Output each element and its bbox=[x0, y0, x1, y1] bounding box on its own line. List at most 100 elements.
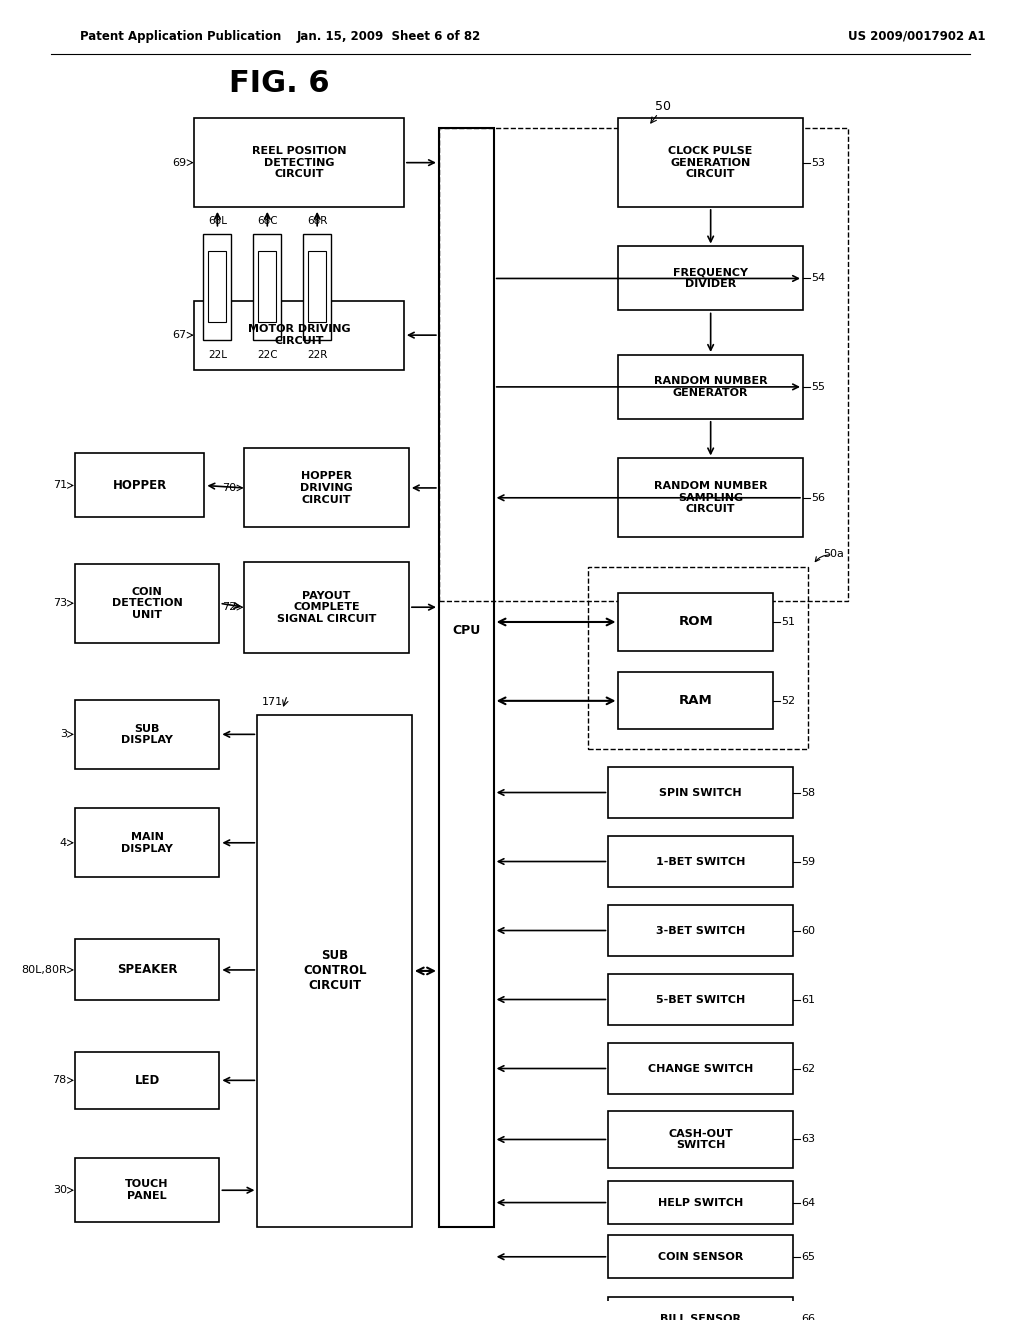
Text: 30: 30 bbox=[53, 1185, 67, 1195]
FancyBboxPatch shape bbox=[608, 974, 793, 1026]
Text: 64: 64 bbox=[801, 1197, 815, 1208]
FancyBboxPatch shape bbox=[245, 562, 409, 652]
Text: 53: 53 bbox=[811, 157, 825, 168]
FancyBboxPatch shape bbox=[618, 594, 773, 651]
FancyBboxPatch shape bbox=[608, 767, 793, 818]
FancyBboxPatch shape bbox=[608, 906, 793, 956]
Text: BILL SENSOR: BILL SENSOR bbox=[660, 1313, 741, 1320]
FancyBboxPatch shape bbox=[75, 454, 205, 517]
FancyBboxPatch shape bbox=[618, 355, 803, 418]
Text: 4: 4 bbox=[59, 838, 67, 847]
Text: SUB
DISPLAY: SUB DISPLAY bbox=[121, 723, 173, 746]
Text: CHANGE SWITCH: CHANGE SWITCH bbox=[648, 1064, 754, 1073]
Text: 22L: 22L bbox=[208, 350, 227, 360]
Text: 60: 60 bbox=[801, 925, 815, 936]
FancyBboxPatch shape bbox=[608, 1236, 793, 1279]
FancyBboxPatch shape bbox=[303, 234, 331, 341]
Text: COIN
DETECTION
UNIT: COIN DETECTION UNIT bbox=[112, 586, 182, 620]
Text: HOPPER
DRIVING
CIRCUIT: HOPPER DRIVING CIRCUIT bbox=[300, 471, 353, 504]
Text: 1-BET SWITCH: 1-BET SWITCH bbox=[656, 857, 745, 866]
Text: 3: 3 bbox=[59, 730, 67, 739]
Text: 61: 61 bbox=[801, 994, 815, 1005]
FancyBboxPatch shape bbox=[258, 251, 276, 322]
FancyBboxPatch shape bbox=[195, 119, 403, 207]
Text: 80L,80R: 80L,80R bbox=[22, 965, 67, 975]
Text: Patent Application Publication: Patent Application Publication bbox=[80, 30, 281, 44]
Text: TOUCH
PANEL: TOUCH PANEL bbox=[125, 1180, 169, 1201]
Text: CASH-OUT
SWITCH: CASH-OUT SWITCH bbox=[669, 1129, 733, 1150]
Text: MOTOR DRIVING
CIRCUIT: MOTOR DRIVING CIRCUIT bbox=[248, 325, 350, 346]
Text: FIG. 6: FIG. 6 bbox=[229, 69, 330, 98]
FancyBboxPatch shape bbox=[618, 119, 803, 207]
Text: 68R: 68R bbox=[307, 215, 328, 226]
Text: 63: 63 bbox=[801, 1134, 815, 1144]
FancyBboxPatch shape bbox=[195, 301, 403, 370]
Text: 54: 54 bbox=[811, 273, 825, 284]
Text: CLOCK PULSE
GENERATION
CIRCUIT: CLOCK PULSE GENERATION CIRCUIT bbox=[669, 147, 753, 180]
Text: 71: 71 bbox=[52, 480, 67, 491]
FancyBboxPatch shape bbox=[608, 1043, 793, 1094]
Text: HOPPER: HOPPER bbox=[113, 479, 167, 492]
Text: 62: 62 bbox=[801, 1064, 815, 1073]
Text: 56: 56 bbox=[811, 492, 825, 503]
Text: CPU: CPU bbox=[453, 624, 480, 638]
Text: ROM: ROM bbox=[678, 615, 713, 628]
Text: MAIN
DISPLAY: MAIN DISPLAY bbox=[121, 832, 173, 854]
Text: Jan. 15, 2009  Sheet 6 of 82: Jan. 15, 2009 Sheet 6 of 82 bbox=[297, 30, 481, 44]
FancyBboxPatch shape bbox=[308, 251, 327, 322]
Text: 55: 55 bbox=[811, 381, 825, 392]
Text: 67: 67 bbox=[172, 330, 186, 341]
Text: SPIN SWITCH: SPIN SWITCH bbox=[659, 788, 742, 797]
Text: 22R: 22R bbox=[307, 350, 328, 360]
Text: 22C: 22C bbox=[257, 350, 278, 360]
FancyBboxPatch shape bbox=[204, 234, 231, 341]
FancyBboxPatch shape bbox=[245, 449, 409, 528]
Text: 52: 52 bbox=[781, 696, 795, 706]
Text: 78: 78 bbox=[52, 1076, 67, 1085]
Text: 68C: 68C bbox=[257, 215, 278, 226]
Text: RANDOM NUMBER
GENERATOR: RANDOM NUMBER GENERATOR bbox=[654, 376, 767, 397]
Text: HELP SWITCH: HELP SWITCH bbox=[658, 1197, 743, 1208]
FancyBboxPatch shape bbox=[257, 714, 412, 1228]
Text: 50: 50 bbox=[655, 100, 672, 114]
FancyBboxPatch shape bbox=[209, 251, 226, 322]
Text: RANDOM NUMBER
SAMPLING
CIRCUIT: RANDOM NUMBER SAMPLING CIRCUIT bbox=[654, 482, 767, 515]
Text: 5-BET SWITCH: 5-BET SWITCH bbox=[656, 994, 745, 1005]
FancyBboxPatch shape bbox=[75, 808, 219, 878]
Text: SPEAKER: SPEAKER bbox=[117, 964, 177, 977]
FancyBboxPatch shape bbox=[75, 564, 219, 643]
Text: 66: 66 bbox=[801, 1313, 815, 1320]
Text: 70: 70 bbox=[222, 483, 237, 492]
Text: 171: 171 bbox=[262, 697, 284, 706]
FancyBboxPatch shape bbox=[608, 836, 793, 887]
Text: 58: 58 bbox=[801, 788, 815, 797]
FancyBboxPatch shape bbox=[439, 128, 494, 1228]
Text: 72: 72 bbox=[222, 602, 237, 612]
Text: COIN SENSOR: COIN SENSOR bbox=[658, 1251, 743, 1262]
FancyBboxPatch shape bbox=[75, 940, 219, 1001]
Text: LED: LED bbox=[134, 1074, 160, 1086]
Text: 69: 69 bbox=[172, 157, 186, 168]
Text: FREQUENCY
DIVIDER: FREQUENCY DIVIDER bbox=[673, 268, 749, 289]
Text: 3-BET SWITCH: 3-BET SWITCH bbox=[656, 925, 745, 936]
Text: PAYOUT
COMPLETE
SIGNAL CIRCUIT: PAYOUT COMPLETE SIGNAL CIRCUIT bbox=[276, 590, 377, 624]
FancyBboxPatch shape bbox=[75, 700, 219, 768]
Text: US 2009/0017902 A1: US 2009/0017902 A1 bbox=[848, 30, 985, 44]
FancyBboxPatch shape bbox=[253, 234, 282, 341]
Text: REEL POSITION
DETECTING
CIRCUIT: REEL POSITION DETECTING CIRCUIT bbox=[252, 147, 346, 180]
FancyBboxPatch shape bbox=[618, 458, 803, 537]
FancyBboxPatch shape bbox=[618, 672, 773, 730]
FancyBboxPatch shape bbox=[75, 1052, 219, 1109]
Text: 68L: 68L bbox=[208, 215, 227, 226]
FancyBboxPatch shape bbox=[75, 1158, 219, 1222]
Text: 51: 51 bbox=[781, 616, 795, 627]
FancyBboxPatch shape bbox=[608, 1111, 793, 1168]
Text: RAM: RAM bbox=[679, 694, 713, 708]
Text: SUB
CONTROL
CIRCUIT: SUB CONTROL CIRCUIT bbox=[303, 949, 367, 993]
FancyBboxPatch shape bbox=[608, 1298, 793, 1320]
Text: 65: 65 bbox=[801, 1251, 815, 1262]
FancyBboxPatch shape bbox=[618, 247, 803, 310]
Text: 73: 73 bbox=[52, 598, 67, 609]
Text: 50a: 50a bbox=[823, 549, 844, 558]
FancyBboxPatch shape bbox=[608, 1181, 793, 1224]
